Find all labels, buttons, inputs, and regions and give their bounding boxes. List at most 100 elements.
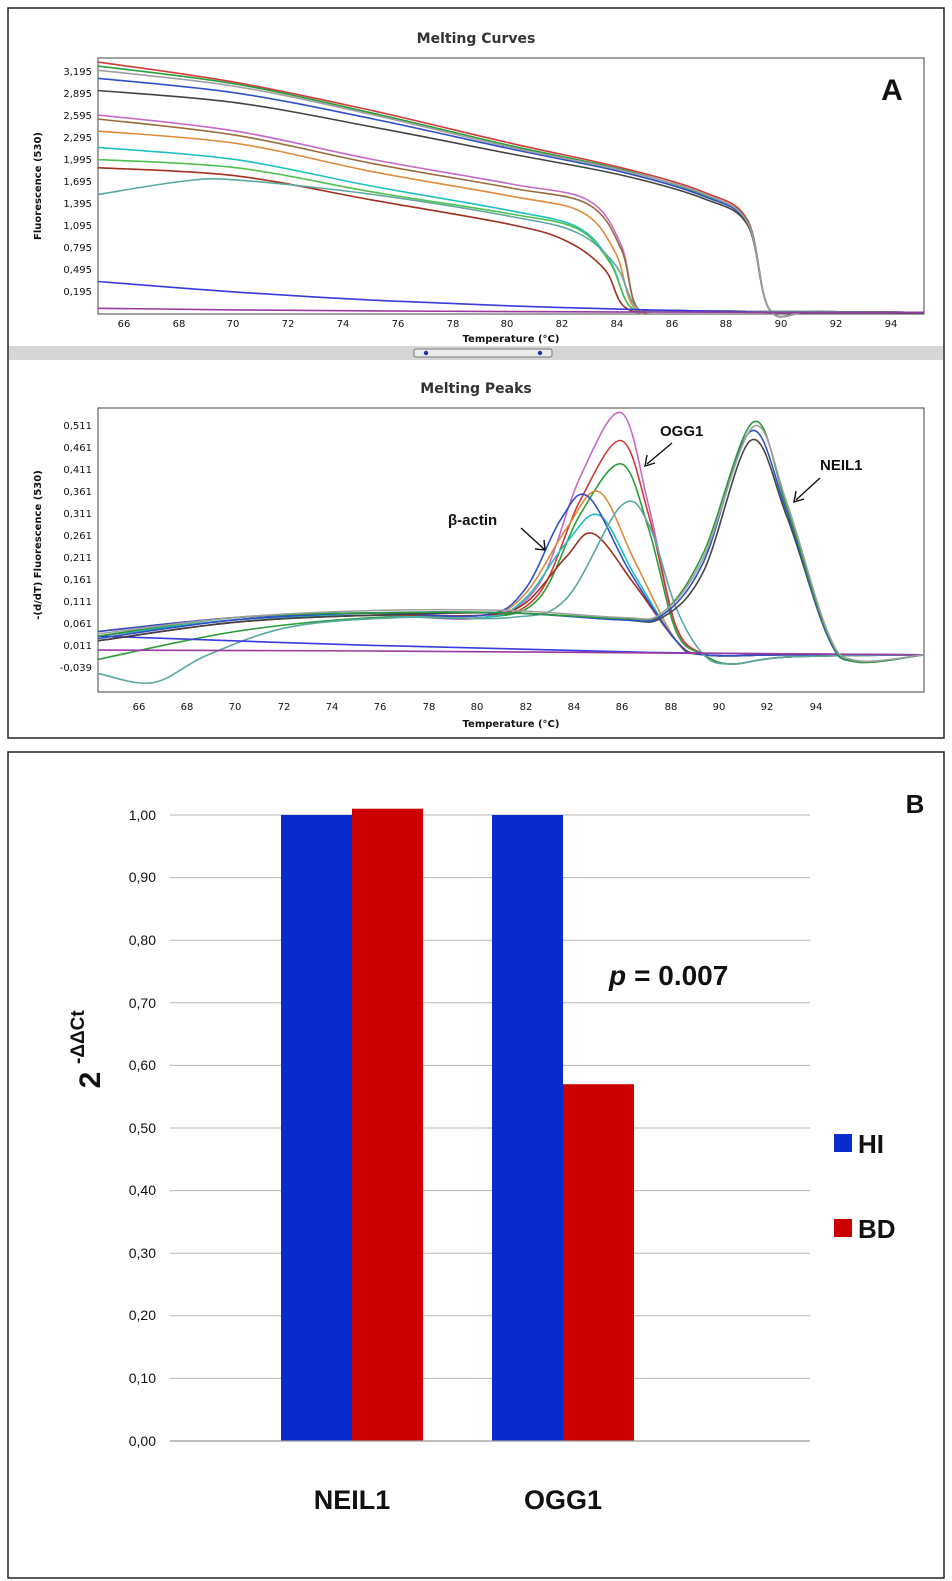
annotation-ogg1: OGG1 [660,423,703,440]
splitter-grip-icon [423,350,429,356]
peaks-title: Melting Peaks [420,381,531,397]
panel-b-frame [7,751,945,1579]
bar-category-label: OGG1 [524,1485,602,1515]
peaks-x-ticks: 66 68 70 72 74 76 78 80 82 84 86 88 90 9… [133,702,823,713]
peaks-x-tick: 94 [810,702,823,713]
curves-y-tick: 2,895 [63,89,92,100]
panel-b: B 1,00 0,90 0,80 0,70 0,60 0,50 0,40 0,3… [7,751,945,1579]
bar-y-label-base: 2 [74,1072,107,1089]
curves-x-tick: 78 [447,319,460,330]
peaks-x-tick: 88 [665,702,678,713]
legend-label-bd: BD [858,1214,896,1244]
peaks-x-tick: 86 [616,702,629,713]
arrowhead-icon [644,454,656,467]
splitter-handle[interactable] [413,348,553,358]
curves-y-tick: 1,995 [63,155,92,166]
peaks-x-tick: 76 [374,702,387,713]
peaks-y-tick: 0,161 [63,575,92,586]
peaks-x-tick: 72 [278,702,291,713]
peaks-y-tick: -0,039 [60,663,92,674]
curves-x-tick: 74 [337,319,350,330]
curves-x-tick: 72 [282,319,295,330]
arrowhead-icon [534,539,546,551]
legend-label-hi: HI [858,1129,884,1159]
bar-y-label-exponent: -ΔΔCt [68,1010,89,1064]
peaks-line-8 [97,500,925,685]
curves-x-tick: 84 [611,319,624,330]
curves-y-tick: 1,095 [63,221,92,232]
curves-line-14 [97,307,925,314]
curves-y-tick: 2,295 [63,133,92,144]
peaks-y-axis-label: -(d/dT) Fluorescence (530) [33,470,44,620]
peaks-series-group [97,411,925,685]
bar-y-tick: 0,50 [129,1120,156,1136]
panel-a: Melting Curves A Fluorescence (530) Temp… [7,7,945,739]
bar-y-tick: 1,00 [129,807,156,823]
curves-x-tick: 70 [227,319,240,330]
arrow-beta-actin [520,527,545,550]
curves-y-tick: 0,495 [63,265,92,276]
curves-x-tick: 76 [392,319,405,330]
peaks-line-10 [97,649,925,656]
peaks-y-tick: 0,061 [63,619,92,630]
arrow-ogg1 [646,442,673,465]
bar-bd-ogg1 [563,1084,634,1441]
bar-y-tick: 0,40 [129,1182,156,1198]
bar-y-tick: 0,90 [129,869,156,885]
peaks-plot-area [97,407,925,693]
curves-x-tick: 92 [830,319,843,330]
bar-y-tick: 0,20 [129,1307,156,1323]
p-value-number: = 0.007 [634,960,728,991]
bar-bd-neil1 [352,808,423,1441]
curves-plot-area [97,57,925,315]
curves-x-tick: 94 [885,319,898,330]
bar-y-axis-label: 2 -ΔΔCt [68,1010,107,1089]
legend-swatch-hi [834,1134,852,1152]
curves-x-tick: 68 [173,319,186,330]
peaks-y-tick: 0,211 [63,553,92,564]
curves-y-axis-label: Fluorescence (530) [33,132,44,240]
bar-hi-neil1 [281,815,352,1441]
peaks-y-tick: 0,111 [63,597,92,608]
curves-x-axis-label: Temperature (°C) [463,334,560,345]
peaks-y-tick: 0,461 [63,443,92,454]
curves-x-tick: 86 [666,319,679,330]
bar-series-group [281,808,634,1441]
p-value-annotation: p = 0.007 [608,960,728,991]
curves-y-tick: 1,695 [63,177,92,188]
annotation-neil1: NEIL1 [820,457,863,474]
curves-series-group [97,61,925,318]
curves-line-5 [97,69,925,318]
peaks-x-tick: 66 [133,702,146,713]
peaks-x-tick: 74 [326,702,339,713]
peaks-y-tick: 0,011 [63,641,92,652]
curves-x-tick: 90 [775,319,788,330]
peaks-x-tick: 82 [520,702,533,713]
peaks-x-tick: 70 [229,702,242,713]
curves-y-ticks: 3,195 2,895 2,595 2,295 1,995 1,695 1,39… [63,67,92,298]
bar-gridlines [170,814,810,1379]
bar-y-tick: 0,80 [129,932,156,948]
bar-y-tick: 0,00 [129,1433,156,1449]
peaks-x-tick: 92 [761,702,774,713]
peaks-x-tick: 80 [471,702,484,713]
panel-a-label: A [881,74,903,107]
panel-b-label: B [906,789,925,819]
bar-category-label: NEIL1 [314,1485,391,1515]
peaks-y-tick: 0,511 [63,421,92,432]
bar-y-tick: 0,30 [129,1245,156,1261]
curves-y-tick: 0,795 [63,243,92,254]
curves-x-tick: 88 [720,319,733,330]
peaks-line-13 [97,420,925,664]
arrow-neil1 [795,477,821,501]
peaks-y-tick: 0,261 [63,531,92,542]
curves-x-tick: 66 [118,319,131,330]
curves-title: Melting Curves [417,31,536,47]
splitter-grip-icon [537,350,543,356]
bar-hi-ogg1 [492,815,563,1441]
arrowhead-icon [793,490,805,503]
peaks-y-tick: 0,361 [63,487,92,498]
peaks-x-tick: 78 [423,702,436,713]
bar-y-ticks: 1,00 0,90 0,80 0,70 0,60 0,50 0,40 0,30 … [129,807,156,1449]
